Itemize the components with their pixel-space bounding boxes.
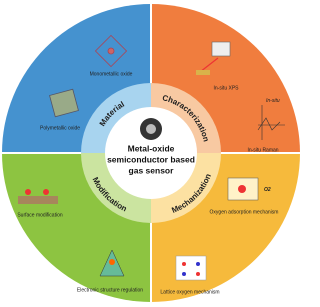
item-label: Monometallic oxide	[90, 71, 133, 77]
icon-adsorption	[228, 178, 258, 200]
item-label: Surface modification	[17, 212, 63, 218]
sensor-icon	[146, 124, 156, 134]
icon-text: In-situ	[266, 98, 280, 104]
item-label: Oxygen adsorption mechanism	[210, 209, 279, 215]
center-text: Metal-oxide	[128, 143, 175, 153]
diagram: Material Characterization Mechanization …	[0, 0, 302, 307]
icon-lattice-oxygen	[176, 256, 206, 280]
item-label: In-situ XPS	[213, 85, 239, 91]
center-text: semiconductor based	[107, 154, 195, 164]
item-label: Polymetallic oxide	[40, 125, 80, 131]
center-text: gas sensor	[129, 165, 175, 175]
item-label: Electronic structure regulation	[77, 287, 143, 293]
item-label: Lattice oxygen mechanism	[160, 289, 219, 295]
item-label: In-situ Raman	[247, 147, 278, 153]
icon-text: O2	[264, 187, 271, 193]
